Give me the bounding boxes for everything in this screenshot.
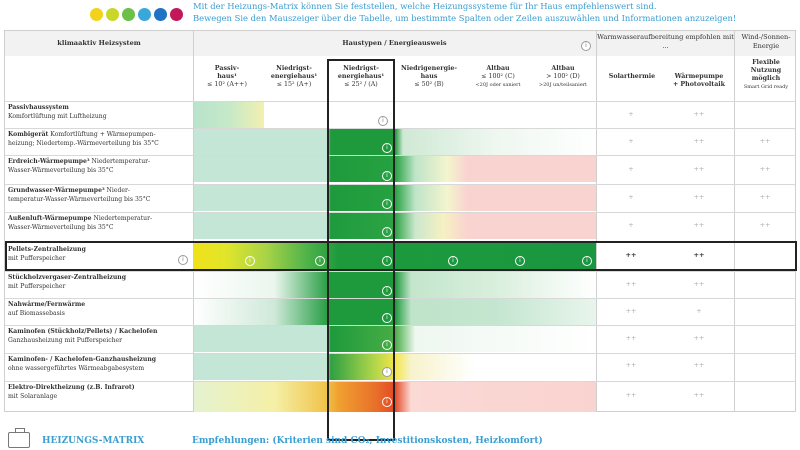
col-flexible[interactable]: Flexible Nutzung möglich Smart Grid ready [743,59,789,90]
row-band-passivhaus[interactable] [194,102,264,128]
info-icon[interactable]: i [382,397,392,407]
info-icon[interactable]: i [382,340,392,350]
row-band-pellets[interactable] [194,242,596,270]
row-label-elektro[interactable]: Elektro-Direktheizung (z.B. Infrarot) mit… [8,384,135,400]
row-label-erdreich-wp[interactable]: Erdreich-Wärmepumpe³ Niedertemperatur- Wa… [8,158,151,174]
color-dot-green [122,8,135,21]
briefcase-icon [8,428,30,448]
row-label-passivhaus[interactable]: Passivhaussystem Komfortlüftung mit Lufth… [8,104,107,120]
col-solarthermie[interactable]: Solarthermie [608,73,656,80]
color-dot-blue [154,8,167,21]
info-icon[interactable]: i [515,256,525,266]
header-water: Warmwasseraufbereitung empfohlen mit ... [597,33,734,50]
row-band-kaminofen-puffer[interactable] [194,326,596,352]
row-label-grundwasser-wp[interactable]: Grundwasser-Wärmepumpe³ Nieder-temperatu… [8,187,151,203]
info-icon[interactable]: i [382,171,392,181]
info-icon[interactable]: i [315,256,325,266]
row-band-nahwaerme[interactable] [194,299,596,325]
footer-recommendation: Empfehlungen: (Kriterien sind CO₂, Inves… [192,436,543,446]
col-niedrigenergie[interactable]: Niedrigenergie-haus ≤ 50² (B) [401,65,457,88]
info-icon[interactable]: i [382,256,392,266]
col-niedrigst-25[interactable]: Niedrigst-energiehaus¹ ≤ 25² / (A) [337,65,385,88]
intro-text: Mit der Heizungs-Matrix können Sie fests… [193,0,793,24]
header-wind: Wind-/Sonnen-Energie [741,33,791,50]
col-waermepumpe-pv[interactable]: Wärmepumpe + Photovoltaik [672,73,726,88]
row-info-icon[interactable]: i [178,255,188,265]
info-icon[interactable]: i [382,313,392,323]
row-label-nahwaerme[interactable]: Nahwärme/Fernwärme auf Biomassebasis [8,301,86,317]
color-dot-yellow [90,8,103,21]
info-icon[interactable]: i [382,227,392,237]
col-altbau-d[interactable]: Altbau > 100² (D) >20J un/teilsaniert [538,65,588,88]
row-label-kaminofen-puffer[interactable]: Kaminofen (Stückholz/Pellets) / Kachelof… [8,328,158,344]
row-label-stueckholz[interactable]: Stückholzvergaser-Zentralheizung mit Puff… [8,274,126,290]
row-band-erdreich-wp[interactable] [194,156,596,182]
col-niedrigst-15[interactable]: Niedrigst-energiehaus¹ ≤ 15² (A+) [270,65,318,88]
row-band-grundwasser-wp[interactable] [194,185,596,211]
footer-title: HEIZUNGS-MATRIX [42,436,145,446]
row-band-stueckholz[interactable] [194,272,596,298]
header-system: klimaaktiv Heizsystem [57,39,141,47]
col-altbau-c[interactable]: Altbau ≤ 100² (C) <20J oder saniert [475,65,521,88]
info-icon[interactable]: i [378,116,388,126]
row-band-aussenluft-wp[interactable] [194,213,596,239]
color-dot-lightblue [138,8,151,21]
row-label-kaminofen-ohne[interactable]: Kaminofen- / Kachelofen-Ganzhausheizung o… [8,356,157,372]
row-label-aussenluft-wp[interactable]: Außenluft-Wärmepumpe Niedertemperatur- Wa… [8,215,153,231]
color-dot-magenta [170,8,183,21]
header-band [5,31,795,56]
brand-color-dots [90,8,183,21]
info-icon[interactable]: i [448,256,458,266]
house-types-info-icon[interactable]: i [581,41,591,51]
row-band-kombigeraet[interactable] [194,129,596,155]
info-icon[interactable]: i [382,143,392,153]
row-band-kaminofen-ohne[interactable] [194,354,596,380]
heating-matrix[interactable]: klimaaktiv Heizsystem Haustypen / Energi… [4,30,797,441]
info-icon[interactable]: i [382,199,392,209]
row-band-elektro[interactable] [194,382,596,412]
color-dot-lime [106,8,119,21]
row-label-pellets[interactable]: Pellets-Zentralheizung mit Pufferspeicher [8,246,86,262]
intro-line-1: Mit der Heizungs-Matrix können Sie fests… [193,1,657,11]
info-icon[interactable]: i [245,256,255,266]
info-icon[interactable]: i [382,367,392,377]
header-house-types: Haustypen / Energieausweis [342,39,447,47]
info-icon[interactable]: i [582,256,592,266]
row-label-kombigeraet[interactable]: Kombigerät Komfortlüftung + Wärmepumpen-… [8,131,159,147]
intro-line-2: Bewegen Sie den Mauszeiger über die Tabe… [193,13,737,23]
col-passivhaus[interactable]: Passiv-haus¹ ≤ 10² (A++) [207,65,247,88]
info-icon[interactable]: i [382,286,392,296]
